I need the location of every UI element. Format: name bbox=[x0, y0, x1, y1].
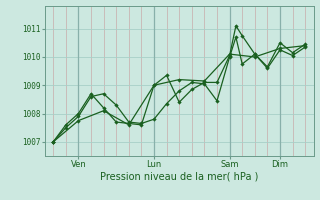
X-axis label: Pression niveau de la mer( hPa ): Pression niveau de la mer( hPa ) bbox=[100, 172, 258, 182]
